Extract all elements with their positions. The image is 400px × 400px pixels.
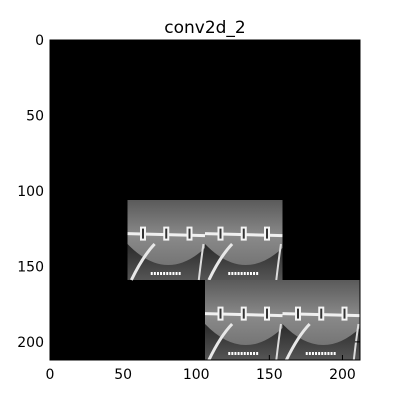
y-tick-50: 50: [26, 108, 360, 124]
chart-title: conv2d_2: [164, 18, 246, 38]
y-tick-200: 200: [17, 335, 360, 351]
y-tick-label: 0: [35, 33, 44, 49]
x-axis: 0 50 100 150 200: [46, 40, 356, 383]
x-tick-100: 100: [183, 40, 210, 383]
x-tick-label: 50: [114, 367, 132, 383]
y-tick-0: 0: [35, 33, 360, 49]
y-tick-150: 150: [17, 259, 360, 275]
x-tick-0: 0: [46, 40, 55, 383]
feature-map-1: [127, 200, 206, 281]
feature-map-4: [282, 280, 360, 360]
y-tick-label: 150: [17, 259, 44, 275]
heatmap-tiles: [127, 200, 360, 360]
feature-map-2: [204, 200, 283, 281]
x-tick-50: 50: [114, 40, 132, 383]
x-tick-label: 150: [256, 367, 283, 383]
x-tick-label: 100: [183, 367, 210, 383]
y-tick-100: 100: [17, 184, 360, 200]
y-axis: 0 50 100 150 200: [17, 33, 360, 351]
axes-frame: [49, 39, 361, 361]
x-tick-label: 0: [46, 367, 55, 383]
y-tick-label: 50: [26, 108, 44, 124]
y-tick-label: 100: [17, 184, 44, 200]
y-tick-label: 200: [17, 335, 44, 351]
x-tick-label: 200: [329, 367, 356, 383]
feature-map-3: [204, 280, 283, 360]
x-tick-200: 200: [329, 40, 356, 383]
x-tick-150: 150: [256, 40, 283, 383]
